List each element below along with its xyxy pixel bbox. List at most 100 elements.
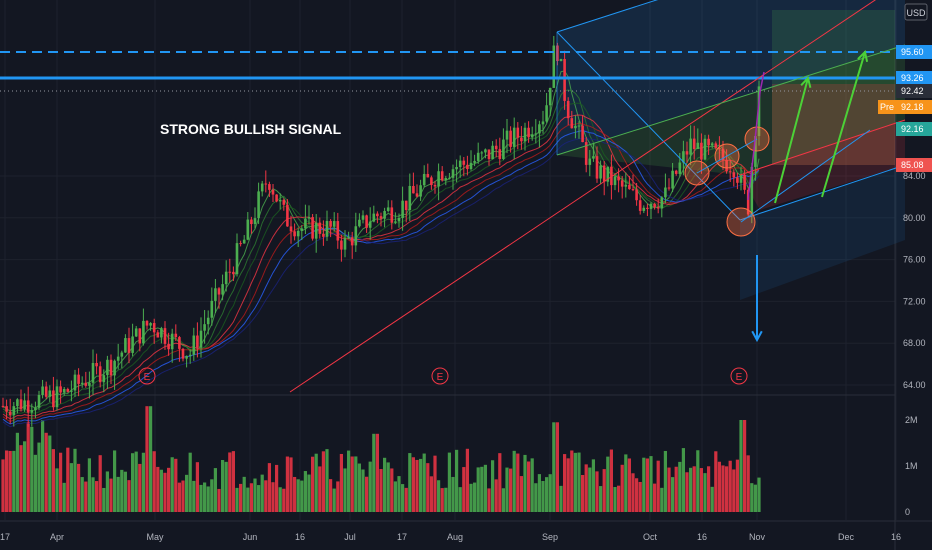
volume-bar [491,460,495,512]
time-tick-label: 16 [697,532,707,542]
volume-bar [271,482,275,512]
volume-bar [131,453,135,512]
price-level-label: 93.26 [901,73,924,83]
volume-bar [649,456,653,512]
candle-body [70,390,73,392]
currency-badge[interactable]: USD [904,3,928,21]
volume-bar [69,463,73,512]
candle-body [592,156,595,159]
candle-body [527,127,530,138]
volume-bar [699,468,703,512]
volume-bar [329,479,333,512]
volume-bar [588,467,592,512]
candle-body [692,138,696,149]
volume-bar [318,466,322,512]
volume-bar [501,488,505,512]
volume-bar [300,480,304,512]
candle-body [37,394,41,408]
price-tick-label: 72.00 [903,296,926,306]
candle-body [642,207,646,211]
candle-body [217,288,221,295]
volume-bar [113,450,117,512]
candle-body [638,200,642,211]
candle-body [757,86,761,137]
volume-bar [476,467,480,512]
candle-body [721,148,725,160]
volume-bar [66,447,70,512]
candle-body [620,180,624,187]
volume-bar [735,459,739,512]
earnings-marker[interactable]: E [431,367,449,385]
candle-body [466,164,469,170]
candle-body [444,178,448,181]
volume-bar [397,476,401,512]
candle-body [174,333,178,338]
candle-body [671,170,674,189]
candle-body [566,100,570,119]
candle-body [48,390,52,397]
volume-bar [422,453,426,512]
time-tick-label: Jun [243,532,258,542]
pitchfork-inner-upper-line [556,44,906,156]
volume-bar [483,464,487,512]
candle-body [77,374,80,384]
earnings-marker[interactable]: E [138,367,156,385]
volume-bar [469,483,473,512]
time-tick-label: 17 [397,532,407,542]
candle-body [88,382,91,386]
volume-bar [138,463,142,512]
volume-bar [1,459,5,512]
price-level-tag [896,122,932,136]
volume-bar [95,481,99,512]
volume-bar [44,432,48,512]
volume-bar [509,468,513,512]
earnings-marker[interactable]: E [730,367,748,385]
volume-bar [617,485,621,512]
candle-body [278,199,282,202]
trendline [740,129,871,223]
candle-body [678,162,682,174]
moving-average-line [2,129,760,425]
candle-body [102,375,106,383]
candle-body [196,335,199,348]
volume-bar [149,406,153,512]
candle-body [710,143,714,146]
candle-body [548,87,552,106]
candle-body [170,333,174,350]
candle-body [469,162,473,170]
volume-bar [721,465,725,512]
volume-bar [663,450,667,512]
time-tick-label: Dec [838,532,855,542]
candle-body [419,185,422,197]
candle-body [602,165,606,182]
candle-body [656,207,660,209]
volume-bar [267,463,271,512]
candle-body [404,200,408,211]
volume-bar [167,467,171,512]
candle-body [732,172,736,178]
volume-bar [638,481,642,512]
candle-body [455,167,458,170]
candle-body [62,388,66,393]
volume-bar [660,487,664,512]
volume-tick-label: 1M [905,461,918,471]
volume-bar [260,474,264,512]
volume-bar [739,420,743,512]
candle-body [242,239,246,244]
candle-body [149,323,152,326]
volume-bar [530,458,534,512]
drawings[interactable] [0,0,906,393]
volume-bar [393,481,397,512]
volume-bar [732,469,736,512]
volume-bar [73,448,77,512]
candle-body [257,191,260,219]
candle-body [332,221,336,227]
candle-body [538,124,541,134]
candle-body [613,176,617,186]
volume-bar [5,450,9,512]
candle-body [599,165,602,179]
volume-bar [703,473,707,512]
time-tick-label: Nov [749,532,766,542]
pitchfork-median-line [289,0,877,393]
